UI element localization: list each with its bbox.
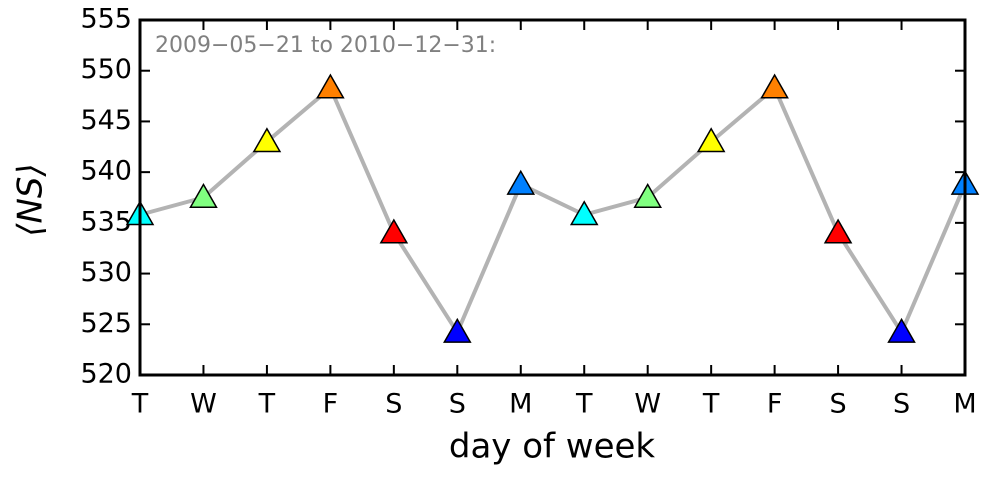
marker xyxy=(760,73,789,99)
x-tick-label: F xyxy=(323,389,339,420)
marker xyxy=(252,127,282,153)
marker xyxy=(316,73,345,99)
y-tick-label: 520 xyxy=(80,359,132,390)
y-tick-label: 555 xyxy=(80,4,132,35)
x-tick-label: M xyxy=(953,389,976,420)
x-axis-label: day of week xyxy=(449,427,656,467)
marker xyxy=(887,317,916,343)
y-tick-label: 540 xyxy=(80,156,132,187)
annotation: 2009−05−21 to 2010−12−31: xyxy=(155,33,496,58)
marker xyxy=(506,169,536,195)
y-axis-label: ⟨NS⟩ xyxy=(11,163,51,237)
y-tick-label: 535 xyxy=(80,206,132,237)
data-line xyxy=(139,84,967,337)
marker xyxy=(189,182,218,208)
y-tick-label: 530 xyxy=(80,257,132,288)
x-tick-label: T xyxy=(258,389,276,420)
marker xyxy=(696,127,726,153)
x-tick-label: S xyxy=(385,389,402,420)
y-tick-label: 550 xyxy=(80,54,132,85)
marker xyxy=(443,317,472,343)
marker xyxy=(379,218,409,244)
y-tick-label: 525 xyxy=(80,308,132,339)
marker xyxy=(823,218,853,244)
x-tick-label: F xyxy=(767,389,783,420)
plot-frame xyxy=(138,18,967,377)
marker xyxy=(633,182,662,208)
x-tick-label: T xyxy=(702,389,720,420)
marker xyxy=(569,200,599,226)
x-tick-label: T xyxy=(131,389,149,420)
x-tick-label: S xyxy=(830,389,847,420)
y-tick-label: 545 xyxy=(80,105,132,136)
x-tick-label: T xyxy=(575,389,593,420)
x-tick-label: W xyxy=(634,389,661,420)
x-tick-label: W xyxy=(190,389,217,420)
x-tick-label: S xyxy=(893,389,910,420)
x-tick-label: M xyxy=(509,389,532,420)
x-tick-label: S xyxy=(449,389,466,420)
